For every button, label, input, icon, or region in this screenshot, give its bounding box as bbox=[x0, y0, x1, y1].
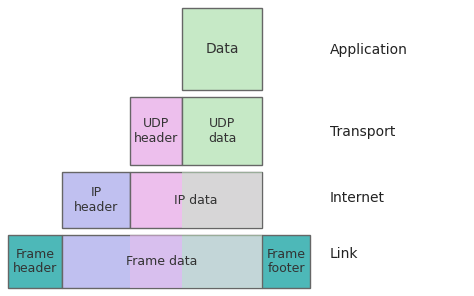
Text: IP
header: IP header bbox=[74, 186, 118, 214]
Text: Link: Link bbox=[330, 247, 358, 261]
Text: Data: Data bbox=[205, 42, 239, 56]
Text: UDP
data: UDP data bbox=[208, 117, 236, 145]
Bar bbox=[182, 97, 262, 165]
Bar bbox=[62, 235, 262, 288]
Bar bbox=[262, 235, 310, 288]
Text: IP data: IP data bbox=[174, 194, 218, 207]
Text: Internet: Internet bbox=[330, 191, 385, 205]
Bar bbox=[130, 172, 262, 228]
Text: UDP
header: UDP header bbox=[134, 117, 178, 145]
Bar bbox=[8, 235, 62, 288]
Text: Application: Application bbox=[330, 43, 408, 57]
Text: Frame
header: Frame header bbox=[13, 247, 57, 276]
Bar bbox=[182, 8, 262, 90]
Bar bbox=[130, 235, 182, 288]
Text: Frame
footer: Frame footer bbox=[266, 247, 306, 276]
Bar bbox=[130, 97, 182, 165]
Text: Transport: Transport bbox=[330, 125, 395, 139]
Bar bbox=[182, 235, 262, 288]
Bar bbox=[62, 172, 130, 228]
Bar bbox=[182, 172, 262, 228]
Text: Frame data: Frame data bbox=[126, 255, 198, 268]
